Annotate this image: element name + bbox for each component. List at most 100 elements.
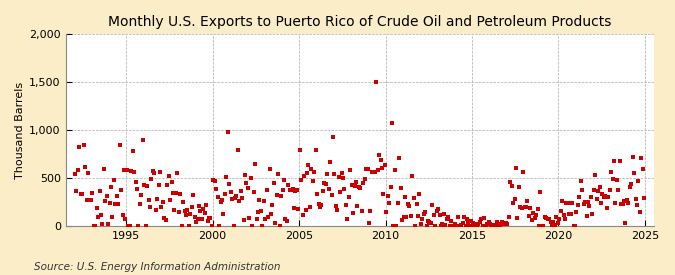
Point — [634, 210, 645, 214]
Point — [389, 167, 400, 172]
Point — [427, 202, 438, 207]
Point — [627, 155, 638, 159]
Point — [225, 190, 236, 194]
Point — [597, 192, 608, 196]
Point — [358, 180, 369, 185]
Point — [509, 197, 520, 201]
Point — [543, 217, 554, 221]
Point — [538, 224, 549, 228]
Point — [564, 212, 574, 216]
Point — [504, 215, 514, 219]
Point — [515, 205, 526, 210]
Point — [594, 185, 605, 189]
Point — [561, 201, 572, 205]
Point — [392, 201, 403, 205]
Point — [497, 222, 508, 226]
Point — [572, 203, 583, 207]
Point — [76, 192, 86, 196]
Point — [575, 178, 586, 183]
Point — [414, 192, 425, 197]
Point — [622, 198, 632, 202]
Point — [493, 221, 504, 226]
Point — [557, 199, 568, 203]
Point — [175, 191, 186, 196]
Point — [551, 215, 562, 220]
Point — [482, 222, 493, 227]
Point — [163, 174, 174, 178]
Point — [214, 224, 225, 228]
Point — [435, 224, 446, 228]
Point — [516, 206, 527, 210]
Point — [159, 216, 169, 220]
Point — [394, 156, 404, 160]
Point — [181, 213, 192, 217]
Point — [528, 210, 539, 215]
Point — [599, 195, 610, 199]
Point — [122, 168, 132, 173]
Point — [303, 163, 314, 167]
Point — [261, 188, 272, 192]
Point — [218, 212, 229, 216]
Point — [136, 192, 146, 197]
Point — [146, 177, 157, 182]
Point — [425, 221, 436, 226]
Point — [92, 214, 103, 219]
Point — [609, 159, 620, 164]
Point — [362, 167, 373, 172]
Point — [237, 196, 248, 200]
Point — [371, 80, 381, 84]
Point — [215, 200, 226, 205]
Point — [374, 153, 385, 157]
Point — [313, 202, 324, 206]
Point — [636, 156, 647, 160]
Point — [369, 170, 380, 174]
Point — [446, 219, 456, 224]
Point — [287, 186, 298, 191]
Point — [499, 220, 510, 225]
Point — [149, 170, 160, 175]
Point — [481, 224, 491, 228]
Point — [567, 201, 578, 206]
Point — [310, 147, 321, 152]
Point — [169, 208, 180, 212]
Point — [205, 216, 216, 220]
Point — [221, 175, 232, 179]
Point — [87, 190, 98, 195]
Point — [381, 210, 392, 214]
Point — [316, 203, 327, 207]
Point — [156, 205, 167, 210]
Point — [624, 185, 635, 189]
Point — [398, 215, 409, 219]
Point — [178, 200, 188, 204]
Point — [453, 214, 464, 219]
Point — [242, 186, 253, 191]
Point — [623, 200, 634, 205]
Point — [614, 159, 625, 163]
Point — [211, 187, 221, 191]
Point — [300, 208, 311, 212]
Point — [356, 209, 367, 214]
Point — [119, 167, 130, 172]
Point — [190, 220, 201, 224]
Point — [618, 199, 629, 203]
Point — [99, 167, 109, 171]
Point — [101, 194, 112, 198]
Point — [542, 217, 553, 221]
Point — [139, 183, 150, 187]
Point — [306, 167, 317, 171]
Point — [628, 171, 639, 175]
Point — [281, 218, 292, 223]
Point — [80, 165, 90, 169]
Point — [171, 191, 182, 195]
Point — [293, 207, 304, 211]
Point — [397, 218, 408, 223]
Point — [378, 192, 389, 196]
Point — [391, 224, 402, 228]
Point — [277, 188, 288, 192]
Point — [165, 198, 176, 202]
Point — [439, 212, 450, 216]
Point — [489, 223, 500, 228]
Point — [514, 185, 524, 189]
Point — [526, 218, 537, 222]
Point — [476, 217, 487, 222]
